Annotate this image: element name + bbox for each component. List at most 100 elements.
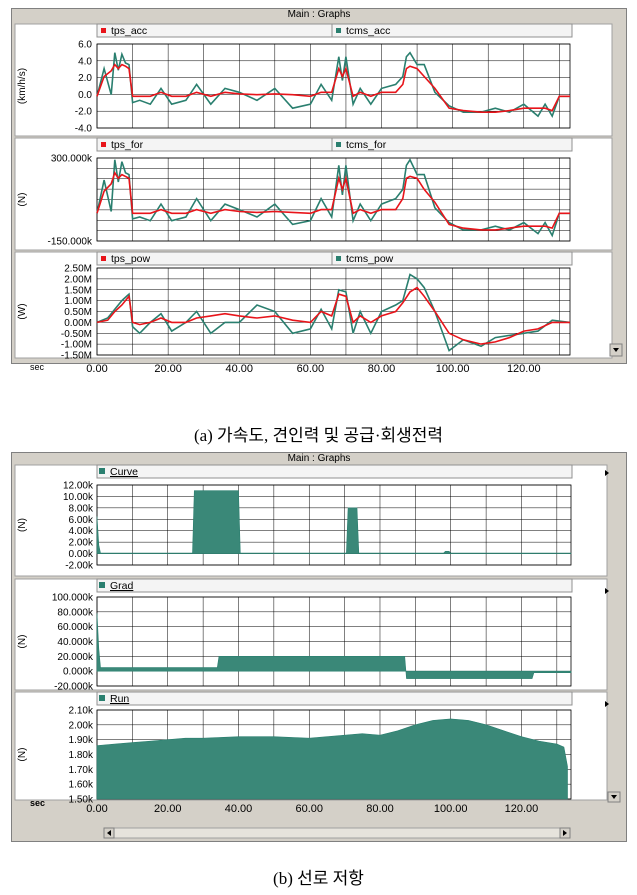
y-tick-label: -20.000k — [54, 682, 94, 693]
series-line-tps_acc — [96, 63, 570, 113]
y-tick-label: 10.00k — [63, 492, 94, 503]
y-tick-label: 4.0 — [78, 56, 92, 67]
legend-label: Run — [110, 693, 129, 705]
scroll-arrow[interactable] — [609, 343, 623, 357]
y-tick-label: 60.000k — [57, 622, 94, 633]
plot-border — [96, 267, 571, 356]
y-axis-label: (N) — [17, 635, 28, 649]
y-axis-label: (km/h/s) — [17, 68, 28, 104]
series-line-tps_for — [96, 170, 570, 231]
legend-label: tcms_pow — [346, 253, 394, 265]
panel-frame — [14, 464, 608, 577]
y-tick-label: 1.80k — [69, 750, 94, 761]
y-tick-label: 0.00k — [69, 549, 94, 560]
panel-frame — [14, 137, 613, 251]
x-tick-label: 0.00 — [86, 363, 107, 375]
plot-border — [96, 43, 571, 129]
area-series-Curve — [96, 490, 572, 554]
legend-tab — [96, 691, 573, 706]
y-tick-label: 2.00k — [69, 538, 94, 549]
y-tick-label: 80.000k — [57, 607, 94, 618]
legend-swatch — [99, 468, 105, 474]
side-arrow-buttons[interactable] — [605, 470, 621, 803]
y-tick-label: 6.00k — [69, 515, 94, 526]
top-graphs: 6.0 4.0 2.0 0.0 -2.0 -4.0 (km/h/s) tps_acc tcms_… — [14, 23, 623, 375]
panel-acc: 6.0 4.0 2.0 0.0 -2.0 -4.0 (km/h/s) tps_acc tcms_… — [14, 23, 613, 137]
window-title: Main : Graphs — [287, 9, 351, 20]
legend-label: tps_for — [111, 139, 144, 151]
y-tick-label: 1.90k — [69, 735, 94, 746]
y-tick-label: 2.00k — [69, 720, 94, 731]
y-tick-label: 0.50M — [64, 307, 92, 318]
legend-tab — [96, 464, 573, 479]
legend-swatch — [101, 28, 106, 33]
panel-pow: 2.50M2.00M1.50M1.00M0.50M0.00M-0.50M-1.0… — [14, 251, 613, 375]
window-title: Main : Graphs — [287, 453, 351, 464]
y-tick-label: -2.0 — [75, 107, 93, 118]
legend-tab — [96, 578, 573, 593]
y-tick-label: 0.0 — [78, 90, 92, 101]
legend-swatch — [336, 28, 341, 33]
y-tick-label: 1.60k — [69, 780, 94, 791]
panel-grad: 100.000k 80.000k 60.000k 40.000k 20.000k 0.00… — [14, 578, 608, 693]
y-tick-label: 2.00M — [64, 274, 92, 285]
legend-swatch — [336, 256, 341, 261]
x-tick-label: 20.00 — [154, 803, 182, 815]
y-axis-label: (N) — [17, 748, 28, 762]
panel-frame — [14, 23, 613, 137]
plot-border — [96, 157, 571, 242]
y-tick-label: 1.50M — [64, 285, 92, 296]
x-tick-label: 20.00 — [154, 363, 182, 375]
y-tick-label: -1.50M — [61, 351, 92, 362]
x-tick-label: 60.00 — [297, 363, 325, 375]
y-tick-label: -4.0 — [75, 124, 93, 135]
y-tick-label: 6.0 — [78, 40, 92, 51]
legend-tab — [331, 137, 573, 152]
x-tick-label: 80.00 — [366, 803, 394, 815]
y-tick-label: 0.00M — [64, 318, 92, 329]
y-tick-label: 20.000k — [57, 652, 94, 663]
x-tick-label: 40.00 — [225, 363, 253, 375]
series-line-tps_pow — [96, 286, 570, 345]
y-axis-label: (N) — [17, 193, 28, 207]
x-tick-label: 60.00 — [295, 803, 323, 815]
y-tick-label: 4.00k — [69, 526, 94, 537]
y-tick-label: -2.00k — [65, 561, 94, 572]
x-unit-label: sec — [30, 798, 45, 808]
y-tick-label: -150.000k — [48, 237, 93, 248]
panel-run: 2.10k 2.00k 1.90k 1.80k 1.70k 1.60k 1.50k (N) Ru… — [14, 691, 608, 815]
legend-swatch — [336, 142, 341, 147]
y-tick-label: 8.00k — [69, 503, 94, 514]
y-tick-label: 0.000k — [63, 667, 94, 678]
y-tick-label: 12.00k — [63, 481, 94, 492]
x-tick-label: 100.00 — [436, 363, 470, 375]
legend-swatch — [101, 256, 106, 261]
y-axis-label: (N) — [17, 518, 28, 532]
legend-swatch — [99, 582, 105, 588]
legend-label: Curve — [110, 466, 138, 478]
legend-label: tps_acc — [111, 25, 147, 37]
legend-label: tcms_acc — [346, 25, 390, 37]
legend-tab — [331, 251, 573, 266]
panel-for: 300.000k -150.000k (N) tps_for tcms_for — [14, 137, 613, 251]
x-tick-label: 0.00 — [86, 803, 107, 815]
y-tick-label: 1.70k — [69, 765, 94, 776]
x-tick-label: 100.00 — [434, 803, 468, 815]
area-series-Grad — [96, 613, 572, 679]
y-tick-label: 1.50k — [69, 795, 94, 806]
y-tick-label: 300.000k — [51, 154, 93, 165]
y-tick-label: 40.000k — [57, 637, 94, 648]
y-axis-label: (W) — [17, 303, 28, 319]
legend-label: Grad — [110, 580, 134, 592]
area-series-Run — [96, 718, 568, 800]
legend-tab — [331, 23, 573, 38]
legend-label: tcms_for — [346, 139, 387, 151]
caption-b: (b) 선로 저항 — [273, 869, 364, 888]
y-tick-label: -1.00M — [61, 340, 92, 351]
x-tick-label: 120.00 — [507, 363, 541, 375]
bottom-graphs: 12.00k10.00k8.00k6.00k4.00k2.00k0.00k-2.… — [14, 464, 621, 839]
x-tick-label: 80.00 — [368, 363, 396, 375]
horizontal-scrollbar[interactable] — [103, 827, 571, 839]
legend-label: tps_pow — [111, 253, 151, 265]
y-tick-label: 1.00M — [64, 296, 92, 307]
